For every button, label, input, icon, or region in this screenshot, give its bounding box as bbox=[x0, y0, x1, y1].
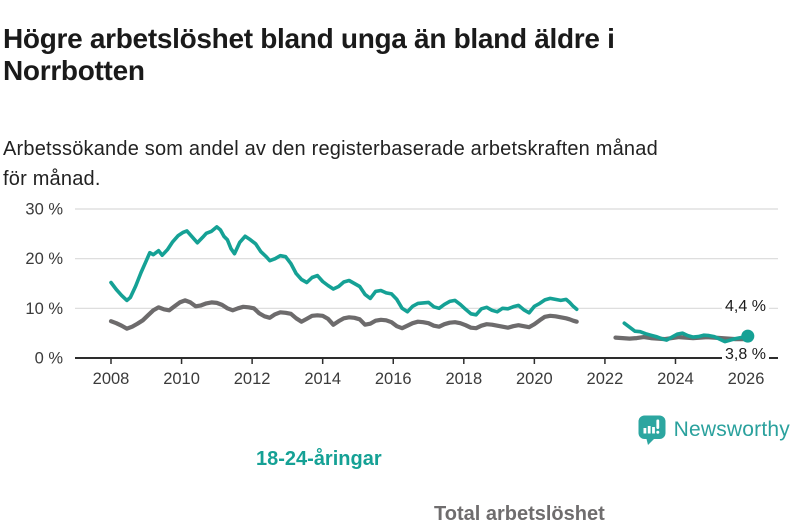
chart-subtitle: Arbetssökande som andel av den registerb… bbox=[3, 134, 795, 194]
series-line-18-24-åringar bbox=[622, 321, 750, 344]
x-axis-tick-label: 2010 bbox=[163, 370, 200, 388]
chart-canvas: 0 % 10 % 20 % 30 % 2008 2010 2012 2014 2016 2018 2… bbox=[25, 200, 778, 388]
x-axis-tick-label: 2008 bbox=[93, 370, 130, 388]
series-line-total-arbetslöshet bbox=[108, 298, 579, 331]
y-axis-tick-label: 10 % bbox=[25, 300, 63, 318]
series-line-18-24-åringar bbox=[109, 225, 579, 317]
brand-footer: Newsworthy bbox=[638, 414, 790, 446]
end-value-label-total: 3,8 % bbox=[722, 345, 769, 365]
bar-chart-speech-bubble-icon bbox=[638, 415, 666, 445]
x-axis-tick-label: 2022 bbox=[587, 370, 624, 388]
series-end-dot bbox=[741, 329, 755, 343]
x-axis-tick-label: 2016 bbox=[375, 370, 412, 388]
x-axis-tick-label: 2018 bbox=[445, 370, 482, 388]
x-axis-tick-label: 2014 bbox=[304, 370, 341, 388]
y-axis-tick-label: 30 % bbox=[25, 200, 63, 218]
subtitle-line-2: för månad. bbox=[3, 168, 101, 190]
end-value-label-young: 4,4 % bbox=[722, 297, 769, 317]
y-axis-tick-label: 0 % bbox=[35, 350, 64, 368]
y-axis-tick-label: 20 % bbox=[25, 250, 63, 268]
x-axis-tick-label: 2026 bbox=[728, 370, 765, 388]
x-axis-tick-label: 2012 bbox=[234, 370, 271, 388]
title-line-2: Norrbotten bbox=[3, 54, 145, 86]
series-line-total-arbetslöshet bbox=[613, 335, 750, 342]
brand-name: Newsworthy bbox=[673, 418, 790, 441]
title-line-1: Högre arbetslöshet bland unga än bland ä… bbox=[3, 22, 615, 54]
line-chart: 0 % 10 % 20 % 30 % 2008 2010 2012 2014 2016 2018 2… bbox=[0, 190, 800, 525]
x-axis-tick-label: 2024 bbox=[657, 370, 694, 388]
page-title: Högre arbetslöshet bland unga än bland ä… bbox=[3, 23, 793, 87]
series-label-18-24: 18-24-åringar bbox=[256, 448, 382, 470]
subtitle-line-1: Arbetssökande som andel av den registerb… bbox=[3, 138, 658, 160]
series-label-total: Total arbetslöshet bbox=[434, 503, 605, 525]
x-axis-tick-label: 2020 bbox=[516, 370, 553, 388]
